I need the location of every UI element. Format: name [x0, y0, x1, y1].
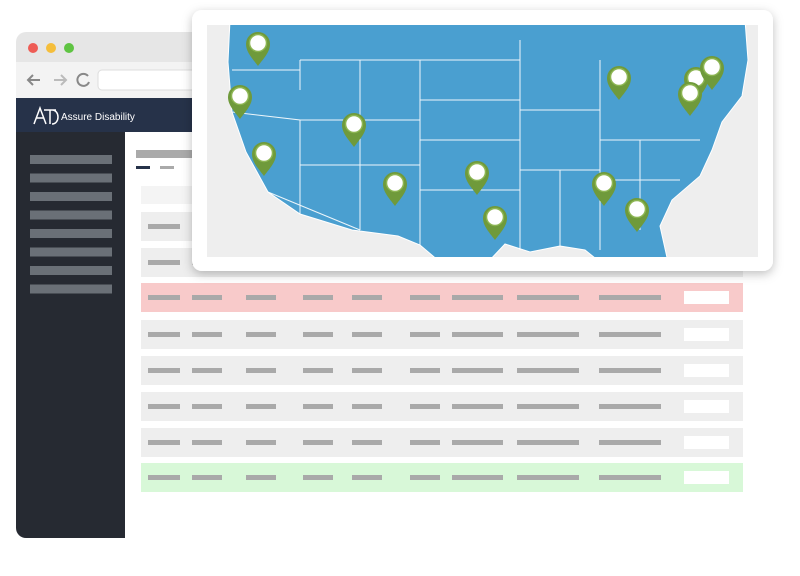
cell-placeholder [599, 440, 661, 445]
cell-placeholder [410, 332, 440, 337]
sidebar-item[interactable] [30, 247, 112, 257]
cell-placeholder [303, 475, 333, 480]
cell-placeholder [246, 332, 276, 337]
cell-placeholder [148, 295, 180, 300]
cell-placeholder [148, 260, 180, 265]
brand-name: Assure Disability [61, 112, 135, 123]
state-lines [231, 40, 700, 250]
cell-placeholder [246, 475, 276, 480]
cell-placeholder [517, 440, 579, 445]
map-card [192, 10, 773, 271]
tab[interactable] [160, 166, 174, 169]
cell-placeholder [352, 440, 382, 445]
cell-placeholder [352, 475, 382, 480]
logo [33, 105, 59, 125]
cell-placeholder [246, 295, 276, 300]
cell-placeholder [148, 440, 180, 445]
row-button[interactable] [684, 436, 729, 449]
cell-placeholder [517, 475, 579, 480]
cell-placeholder [192, 404, 222, 409]
cell-placeholder [599, 332, 661, 337]
cell-placeholder [303, 368, 333, 373]
row-button[interactable] [684, 471, 729, 484]
forward-button[interactable] [54, 74, 68, 86]
maximize-dot[interactable] [64, 43, 74, 53]
cell-placeholder [303, 332, 333, 337]
row-button[interactable] [684, 364, 729, 377]
cell-placeholder [192, 475, 222, 480]
cell-placeholder [517, 368, 579, 373]
cell-placeholder [452, 368, 503, 373]
sidebar-item[interactable] [30, 173, 112, 183]
cell-placeholder [452, 475, 503, 480]
cell-placeholder [303, 295, 333, 300]
cell-placeholder [452, 404, 503, 409]
sidebar-item[interactable] [30, 229, 112, 238]
row-button[interactable] [684, 400, 729, 413]
cell-placeholder [246, 368, 276, 373]
cell-placeholder [410, 368, 440, 373]
tab[interactable] [136, 166, 150, 169]
cell-placeholder [599, 475, 661, 480]
sidebar-item[interactable] [30, 155, 112, 164]
cell-placeholder [148, 224, 180, 229]
sidebar-item[interactable] [30, 210, 112, 220]
back-button[interactable] [26, 74, 40, 86]
cell-placeholder [192, 332, 222, 337]
cell-placeholder [599, 368, 661, 373]
cell-placeholder [452, 332, 503, 337]
cell-placeholder [352, 368, 382, 373]
close-dot[interactable] [28, 43, 38, 53]
page-heading [136, 150, 196, 158]
cell-placeholder [517, 404, 579, 409]
cell-placeholder [192, 368, 222, 373]
row-button[interactable] [684, 328, 729, 341]
cell-placeholder [410, 404, 440, 409]
cell-placeholder [517, 295, 579, 300]
cell-placeholder [452, 295, 503, 300]
cell-placeholder [192, 295, 222, 300]
cell-placeholder [452, 440, 503, 445]
cell-placeholder [303, 440, 333, 445]
cell-placeholder [599, 295, 661, 300]
sidebar-item[interactable] [30, 266, 112, 275]
sidebar-item[interactable] [30, 192, 112, 201]
cell-placeholder [246, 404, 276, 409]
cell-placeholder [410, 295, 440, 300]
cell-placeholder [352, 404, 382, 409]
cell-placeholder [148, 332, 180, 337]
cell-placeholder [148, 475, 180, 480]
cell-placeholder [148, 404, 180, 409]
cell-placeholder [148, 368, 180, 373]
cell-placeholder [410, 440, 440, 445]
cell-placeholder [246, 440, 276, 445]
cell-placeholder [599, 404, 661, 409]
cell-placeholder [352, 332, 382, 337]
reload-button[interactable] [76, 72, 90, 87]
minimize-dot[interactable] [46, 43, 56, 53]
cell-placeholder [517, 332, 579, 337]
cell-placeholder [352, 295, 382, 300]
cell-placeholder [192, 440, 222, 445]
cell-placeholder [410, 475, 440, 480]
row-button[interactable] [684, 291, 729, 304]
cell-placeholder [303, 404, 333, 409]
sidebar-item[interactable] [30, 284, 112, 294]
